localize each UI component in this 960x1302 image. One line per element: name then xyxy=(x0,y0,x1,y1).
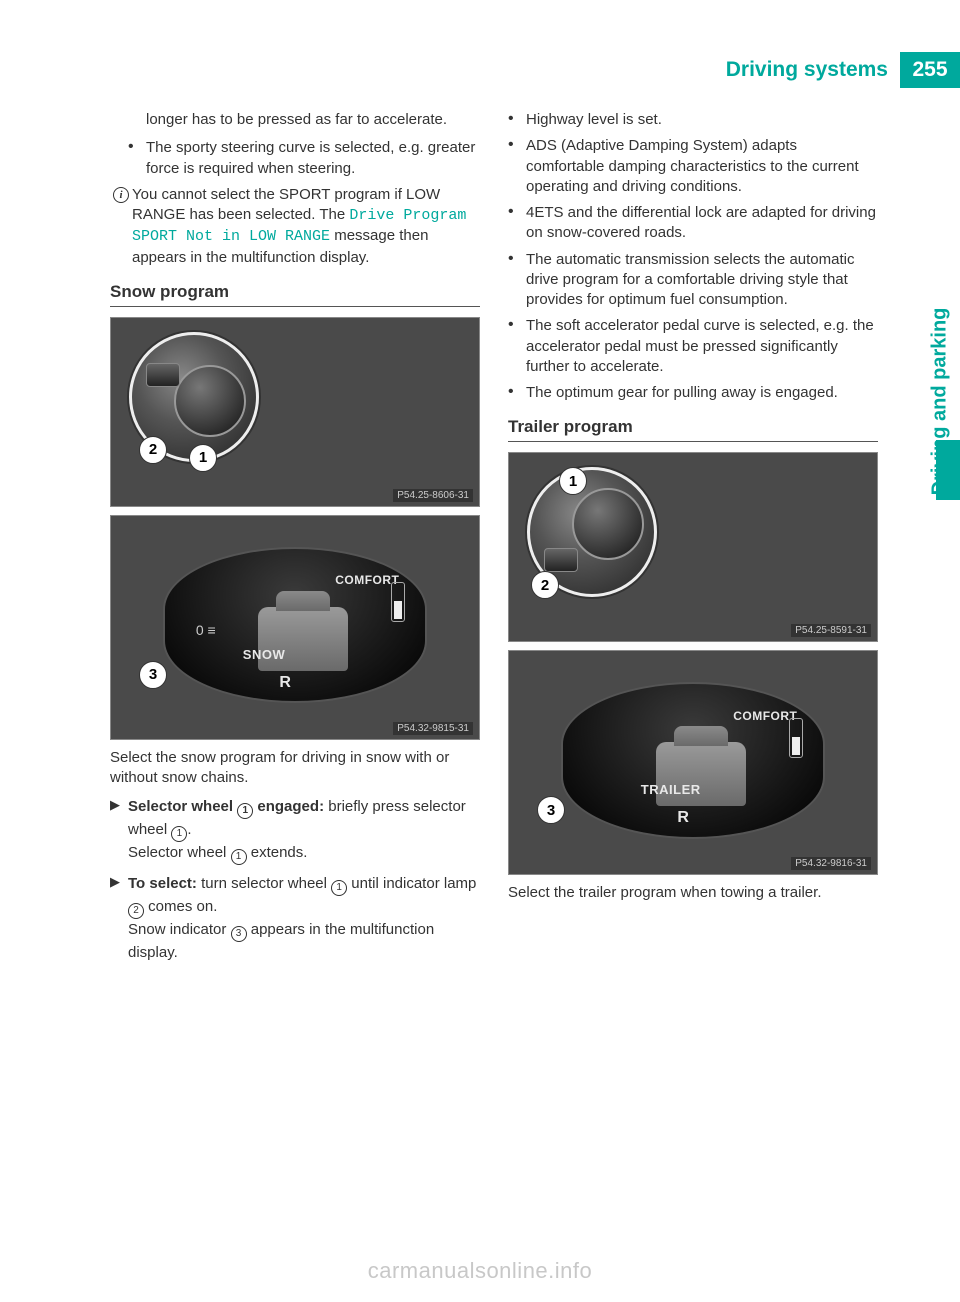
display-zero: 0 ≡ xyxy=(196,622,216,638)
bullet-text: 4ETS and the differential lock are adapt… xyxy=(526,203,878,244)
watermark: carmanualsonline.info xyxy=(0,1258,960,1284)
section-title-snow: Snow program xyxy=(110,282,480,302)
bullet-item: • Highway level is set. xyxy=(508,110,878,130)
bullet-marker: • xyxy=(128,138,146,179)
callout-2: 2 xyxy=(139,436,167,464)
side-tab-marker xyxy=(936,440,960,500)
inline-callout-1: 1 xyxy=(231,849,247,865)
bullet-item: • 4ETS and the differential lock are ada… xyxy=(508,203,878,244)
inline-callout-3: 3 xyxy=(231,926,247,942)
step-item: ▶ Selector wheel 1 engaged: briefly pres… xyxy=(110,796,480,865)
section-rule xyxy=(110,306,480,307)
page-number: 255 xyxy=(900,52,960,88)
callout-2: 2 xyxy=(531,571,559,599)
display-screen: COMFORT 0 ≡ SNOW R xyxy=(163,547,428,703)
bullet-item: • The automatic transmission selects the… xyxy=(508,250,878,311)
step-bold-a: Selector wheel 1 engaged: xyxy=(128,798,324,815)
content-area: longer has to be pressed as far to accel… xyxy=(110,110,878,971)
bullet-marker: • xyxy=(508,383,526,403)
display-comfort-label: COMFORT xyxy=(335,573,399,587)
bullet-text: The soft accelerator pedal curve is sele… xyxy=(526,316,878,377)
bullet-marker: • xyxy=(508,316,526,377)
figure-display-trailer: COMFORT TRAILER R 3 P54.32-9816-31 xyxy=(508,650,878,875)
selector-knob xyxy=(174,365,246,437)
bullet-text: The sporty steering curve is selected, e… xyxy=(146,138,480,179)
display-mode-label: SNOW xyxy=(243,647,285,662)
bullet-text: Highway level is set. xyxy=(526,110,878,130)
info-note: i You cannot select the SPORT program if… xyxy=(110,185,480,268)
gauge-icon xyxy=(789,718,803,758)
display-mode-label: TRAILER xyxy=(641,782,701,797)
arrow-marker: ▶ xyxy=(110,873,128,963)
bullet-text: ADS (Adaptive Damping System) adapts com… xyxy=(526,136,878,197)
callout-1: 1 xyxy=(189,444,217,472)
step-text: To select: turn selector wheel 1 until i… xyxy=(128,873,480,963)
inline-callout-1: 1 xyxy=(171,826,187,842)
display-screen: COMFORT TRAILER R xyxy=(561,682,826,838)
inline-callout-2: 2 xyxy=(128,903,144,919)
inline-callout-1: 1 xyxy=(331,880,347,896)
figure-label: P54.25-8591-31 xyxy=(791,624,871,637)
figure-label: P54.32-9815-31 xyxy=(393,722,473,735)
right-column: • Highway level is set. • ADS (Adaptive … xyxy=(508,110,878,971)
step-bold-b: To select: xyxy=(128,875,197,892)
figure-console-trailer: 1 2 P54.25-8591-31 xyxy=(508,452,878,642)
bullet-text: The automatic transmission selects the a… xyxy=(526,250,878,311)
gauge-icon xyxy=(391,582,405,622)
bullet-marker: • xyxy=(508,250,526,311)
page: Driving systems 255 Driving and parking … xyxy=(0,0,960,1302)
display-gear: R xyxy=(279,674,291,692)
selector-knob xyxy=(572,488,644,560)
mode-button xyxy=(146,363,180,387)
callout-3: 3 xyxy=(537,796,565,824)
continuation-text: longer has to be pressed as far to accel… xyxy=(110,110,480,130)
header-bar: Driving systems 255 xyxy=(714,52,960,88)
display-comfort-label: COMFORT xyxy=(733,709,797,723)
arrow-marker: ▶ xyxy=(110,796,128,865)
info-text: You cannot select the SPORT program if L… xyxy=(132,185,480,268)
left-column: longer has to be pressed as far to accel… xyxy=(110,110,480,971)
bullet-item: • ADS (Adaptive Damping System) adapts c… xyxy=(508,136,878,197)
section-rule xyxy=(508,441,878,442)
bullet-text: The optimum gear for pulling away is eng… xyxy=(526,383,878,403)
info-icon: i xyxy=(110,185,132,268)
callout-3: 3 xyxy=(139,661,167,689)
bullet-marker: • xyxy=(508,110,526,130)
trailer-description: Select the trailer program when towing a… xyxy=(508,883,878,903)
mode-button xyxy=(544,548,578,572)
figure-label: P54.25-8606-31 xyxy=(393,489,473,502)
figure-console-snow: 2 1 P54.25-8606-31 xyxy=(110,317,480,507)
bullet-marker: • xyxy=(508,203,526,244)
figure-label: P54.32-9816-31 xyxy=(791,857,871,870)
display-gear: R xyxy=(677,809,689,827)
figure-display-snow: COMFORT 0 ≡ SNOW R 3 P54.32-9815-31 xyxy=(110,515,480,740)
snow-description: Select the snow program for driving in s… xyxy=(110,748,480,789)
section-title-trailer: Trailer program xyxy=(508,417,878,437)
bullet-item: • The optimum gear for pulling away is e… xyxy=(508,383,878,403)
bullet-item: • The sporty steering curve is selected,… xyxy=(110,138,480,179)
bullet-item: • The soft accelerator pedal curve is se… xyxy=(508,316,878,377)
inline-callout-1: 1 xyxy=(237,803,253,819)
bullet-marker: • xyxy=(508,136,526,197)
header-title: Driving systems xyxy=(714,52,900,88)
step-text: Selector wheel 1 engaged: briefly press … xyxy=(128,796,480,865)
step-item: ▶ To select: turn selector wheel 1 until… xyxy=(110,873,480,963)
